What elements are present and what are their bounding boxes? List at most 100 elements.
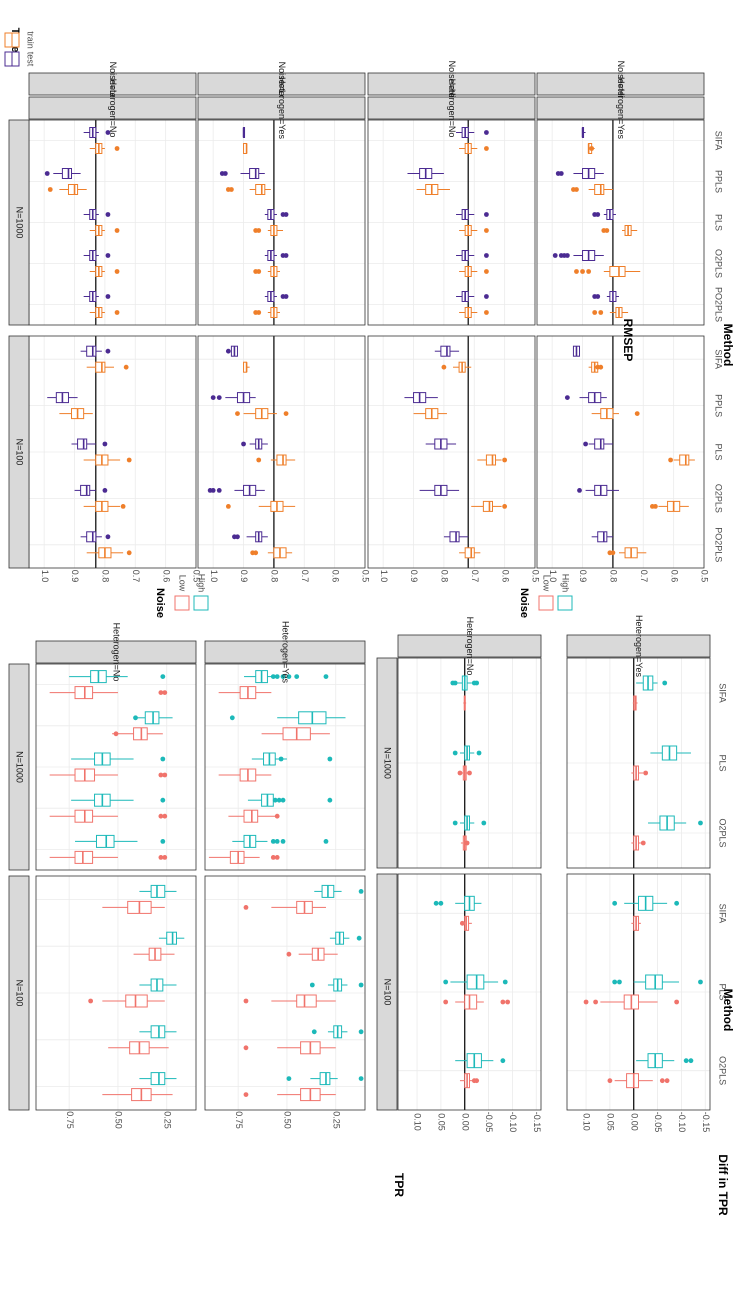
rmsep-box-test xyxy=(264,209,289,220)
strip-heterogen-label: Heterogen=Yes xyxy=(634,615,644,677)
outlier-point xyxy=(105,253,111,258)
tpr-box-Low xyxy=(243,900,326,914)
rmsep-method-label: PLS xyxy=(714,214,724,231)
outlier-point xyxy=(612,900,618,906)
outlier-point xyxy=(474,1078,480,1084)
rmsep-box-test xyxy=(47,392,78,404)
outlier-point xyxy=(649,504,655,509)
diff-box-Low xyxy=(463,695,467,711)
rmsep-box-test xyxy=(210,392,256,404)
rmsep-box-train xyxy=(477,454,508,466)
outlier-point xyxy=(47,187,53,192)
outlier-point xyxy=(674,999,680,1005)
rmsep-box-test xyxy=(591,531,613,543)
tpr-axis-title-y: TPR xyxy=(392,1173,406,1197)
outlier-point xyxy=(433,900,439,906)
strip-heterogen-label: Heterogen=Yes xyxy=(281,621,291,683)
outlier-point xyxy=(286,951,292,957)
rmsep-box-train xyxy=(86,361,129,373)
outlier-point xyxy=(162,813,168,819)
legend-label-low: Low xyxy=(542,575,552,592)
diff-block: Heterogen=No 0.10 0.05 0.00 -0.05 -0.10 -0.15 H… xyxy=(376,574,733,1216)
diff-tick-label: 0.10 xyxy=(582,1113,592,1131)
tpr-box-High xyxy=(75,834,166,848)
diff-box-Low xyxy=(631,765,649,781)
rmsep-box-train xyxy=(89,225,120,236)
tpr-box-Low xyxy=(108,1041,169,1055)
outlier-point xyxy=(443,999,449,1005)
rmsep-facet xyxy=(197,119,366,326)
rmsep-box-train xyxy=(416,184,450,195)
outlier-point xyxy=(358,982,364,988)
panel-border xyxy=(204,663,366,871)
outlier-point xyxy=(502,979,508,985)
diff-box-Low xyxy=(443,994,511,1010)
diff-tick-label: -0.10 xyxy=(508,1112,518,1133)
outlier-point xyxy=(505,999,511,1005)
outlier-point xyxy=(280,253,286,258)
rmsep-box-train xyxy=(250,547,293,559)
outlier-point xyxy=(280,797,286,803)
rmsep-box-train xyxy=(253,307,280,318)
outlier-point xyxy=(598,310,604,315)
outlier-point xyxy=(484,294,489,299)
outlier-point xyxy=(241,441,246,447)
outlier-point xyxy=(311,1029,317,1035)
strip-heterogen-label: Heterogen=Yes xyxy=(277,77,287,139)
rmsep-box-train xyxy=(413,408,447,420)
strip-noise-label: Noise=High xyxy=(447,61,457,108)
outlier-point xyxy=(659,1078,665,1084)
outlier-point xyxy=(484,253,489,258)
diff-tick-label: 0.00 xyxy=(629,1113,639,1131)
outlier-point xyxy=(158,855,164,860)
diff-box-High xyxy=(612,974,703,990)
rmsep-facet xyxy=(536,335,705,569)
diff-tick-label: 0.00 xyxy=(460,1113,470,1131)
outlier-point xyxy=(160,674,166,679)
rmsep-method-label: PPLS xyxy=(714,170,724,193)
outlier-point xyxy=(253,269,259,274)
outlier-point xyxy=(126,457,132,463)
outlier-point xyxy=(607,1078,613,1084)
outlier-point xyxy=(443,979,449,985)
outlier-point xyxy=(250,550,256,556)
tpr-facet xyxy=(204,875,366,1111)
outlier-point xyxy=(162,855,168,860)
box-iqr xyxy=(645,974,663,990)
rmsep-box-train xyxy=(83,454,132,466)
diff-tick-label: -0.05 xyxy=(484,1112,494,1133)
outlier-point xyxy=(133,715,138,721)
outlier-point xyxy=(270,855,276,860)
outlier-point xyxy=(256,457,262,463)
strip-n-label: N=100 xyxy=(383,979,393,1006)
box-iqr xyxy=(485,454,497,466)
strip-heterogen-label: Heterogen=No xyxy=(112,623,122,682)
rmsep-method-label: SIFA xyxy=(714,349,724,369)
strip-n-label: N=100 xyxy=(15,439,25,466)
outlier-point xyxy=(253,228,259,233)
outlier-point xyxy=(502,457,508,463)
outlier-point xyxy=(698,979,703,985)
box-iqr xyxy=(594,184,605,195)
outlier-point xyxy=(484,212,489,217)
tpr-box-Low xyxy=(228,809,280,823)
diff-box-High xyxy=(452,745,482,761)
outlier-point xyxy=(243,905,249,910)
outlier-point xyxy=(243,1045,249,1051)
rmsep-box-train xyxy=(591,408,640,420)
rmsep-tick-label: 1.0 xyxy=(40,570,50,583)
rmsep-box-train xyxy=(459,225,489,236)
rmsep-box-test xyxy=(207,484,265,496)
outlier-point xyxy=(286,674,292,679)
rmsep-box-train xyxy=(459,266,489,277)
strip-n-label: N=1000 xyxy=(383,747,393,779)
outlier-point xyxy=(502,504,508,509)
tpr-tick-label: 0.75 xyxy=(65,1111,75,1129)
rmsep-tick-label: 0.9 xyxy=(70,570,80,583)
panel-border xyxy=(35,663,197,871)
box-iqr xyxy=(482,500,493,512)
rmsep-method-label: PPLS xyxy=(714,394,724,417)
outlier-point xyxy=(105,348,111,354)
rmsep-box-test xyxy=(456,209,489,220)
diff-method-label: O2PLS xyxy=(718,818,728,847)
